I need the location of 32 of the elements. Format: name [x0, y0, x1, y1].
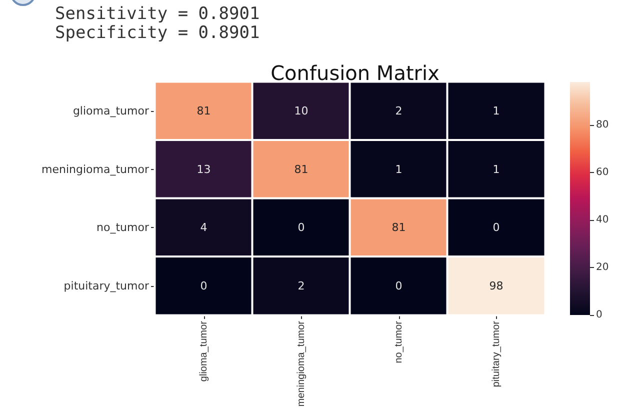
y-tick-label: meningioma_tumor — [42, 162, 150, 176]
data-label: 0 — [298, 221, 305, 234]
chart-title: Confusion Matrix — [270, 61, 440, 85]
y-tick-label: no_tumor — [96, 221, 150, 234]
data-label: 4 — [200, 221, 208, 234]
color-bar-label: 80 — [596, 119, 609, 130]
data-label: 13 — [196, 162, 211, 176]
data-label: 1 — [395, 162, 402, 176]
data-label: 1 — [492, 104, 500, 118]
y-tick-label: glioma_tumor — [72, 104, 150, 118]
x-tick-label: no_tumor — [393, 320, 404, 364]
color-bar-label: 0 — [596, 310, 602, 320]
data-label: 2 — [298, 279, 305, 292]
text: Specificity = 0.8901 — [55, 23, 260, 43]
x-tick-label: pituitary_tumor — [490, 320, 502, 388]
color-bar-label: 20 — [596, 262, 609, 273]
data-label: 98 — [489, 279, 504, 292]
text: Sensitivity = 0.8901 — [55, 4, 260, 24]
data-label: 81 — [294, 162, 308, 176]
data-label: 10 — [294, 104, 308, 118]
data-label: 0 — [200, 279, 208, 292]
data-label: 0 — [492, 221, 500, 234]
color-bar-label: 40 — [596, 214, 609, 226]
data-label: 1 — [492, 162, 500, 176]
x-tick-label: meningioma_tumor — [296, 320, 307, 407]
data-label: 81 — [196, 104, 211, 118]
data-label: 2 — [395, 104, 402, 118]
data-label: 81 — [392, 221, 406, 234]
x-tick-label: glioma_tumor — [198, 320, 210, 382]
y-tick-label: pituitary_tumor — [64, 279, 150, 292]
color-bar-label: 60 — [596, 166, 609, 178]
data-label: 0 — [395, 279, 402, 292]
